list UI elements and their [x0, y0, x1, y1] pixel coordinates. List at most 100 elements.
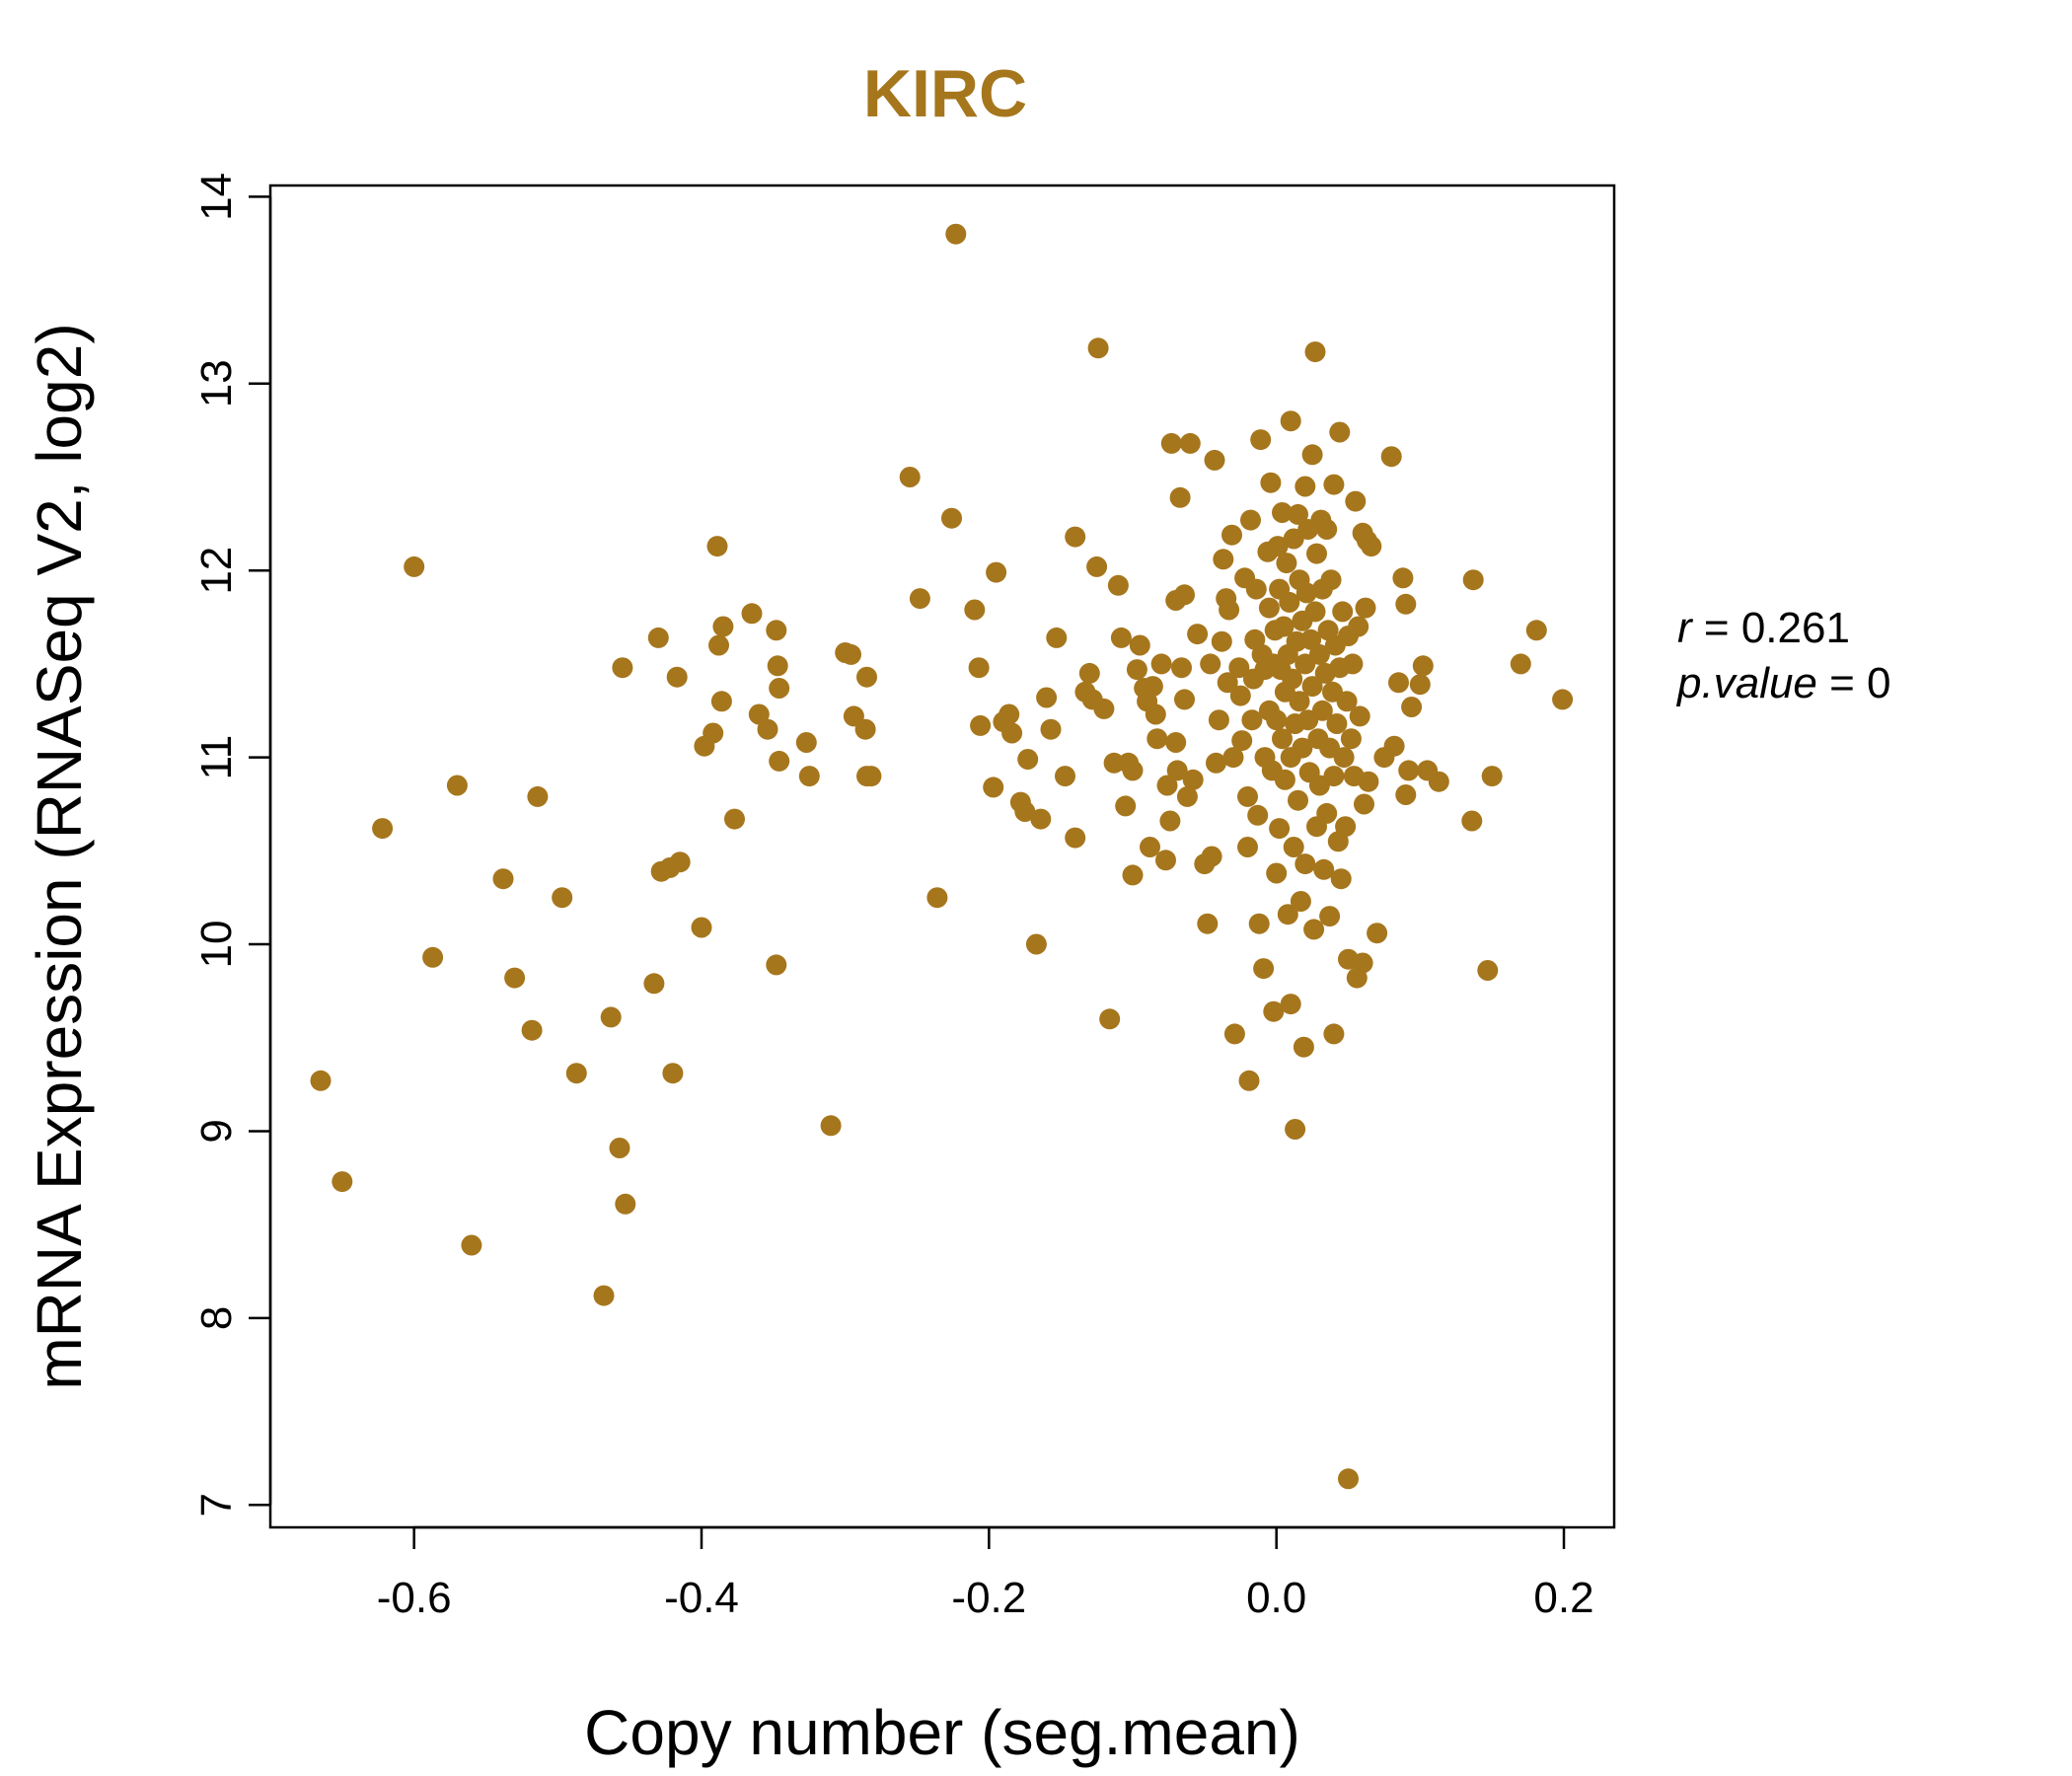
data-point [1103, 752, 1125, 774]
data-point [1086, 555, 1108, 577]
data-point [1263, 1000, 1285, 1022]
data-point [1221, 524, 1242, 546]
data-point [527, 785, 549, 807]
data-point [1040, 718, 1062, 740]
data-point [1272, 728, 1293, 750]
data-point [748, 703, 770, 725]
data-point [1280, 410, 1301, 432]
data-point [1065, 827, 1086, 849]
data-point [1308, 643, 1330, 665]
data-point [1222, 747, 1244, 769]
data-point [1140, 837, 1160, 857]
data-point [1122, 760, 1144, 781]
data-point [1174, 689, 1195, 710]
data-point [1301, 676, 1323, 698]
data-point [691, 917, 712, 938]
data-point [1217, 672, 1238, 694]
data-point [1115, 795, 1137, 817]
data-point [1229, 685, 1251, 706]
data-point [643, 973, 665, 995]
data-point [422, 946, 444, 968]
x-tick-label: 0.0 [1246, 1574, 1306, 1622]
data-point [1293, 1036, 1314, 1058]
data-point [1304, 341, 1326, 363]
data-point [1247, 804, 1269, 826]
data-point [1288, 503, 1308, 525]
data-point [662, 1063, 684, 1084]
data-point [1159, 810, 1181, 832]
data-point [1160, 432, 1182, 454]
data-point [1208, 709, 1229, 731]
data-point [1301, 444, 1323, 466]
data-point [1267, 536, 1289, 557]
data-point [1099, 1008, 1121, 1030]
data-point [1340, 728, 1362, 750]
data-point [964, 599, 986, 621]
y-axis: 7 8 9 10 11 12 13 14 [192, 173, 272, 1517]
data-point [647, 627, 669, 648]
data-point [1283, 837, 1304, 857]
data-point [1231, 730, 1253, 752]
data-point [1187, 624, 1209, 645]
data-point [1326, 713, 1348, 734]
y-axis-label: mRNA Expression (RNASeq V2, log2) [24, 323, 95, 1389]
data-point [332, 1171, 353, 1193]
data-point [609, 1138, 630, 1158]
data-point [669, 851, 691, 873]
data-point [741, 603, 763, 625]
data-point [1319, 906, 1341, 927]
data-point [1266, 862, 1288, 884]
data-point [1174, 584, 1195, 606]
data-point [854, 718, 876, 740]
data-point [1342, 653, 1364, 675]
data-point [1303, 919, 1325, 940]
x-axis-label: Copy number (seg.mean) [584, 1697, 1300, 1768]
data-point [1395, 784, 1417, 805]
data-point [1412, 655, 1434, 677]
data-point [1401, 697, 1423, 717]
data-point [1145, 703, 1166, 725]
data-point [492, 868, 514, 890]
correlation-p: p.value = 0 [1677, 659, 1891, 708]
data-point [1169, 486, 1191, 508]
data-point [1332, 601, 1354, 623]
data-point [1122, 864, 1144, 886]
data-point [926, 887, 948, 909]
plot-frame [268, 184, 1616, 1529]
data-point [1383, 735, 1405, 757]
data-point [404, 555, 425, 577]
data-point [1017, 749, 1039, 770]
correlation-r: r = 0.261 [1677, 604, 1850, 653]
data-point [372, 818, 394, 840]
data-point [1274, 769, 1295, 790]
x-tick-label: -0.4 [664, 1574, 739, 1622]
data-point [1510, 653, 1531, 675]
y-tick-label: 8 [192, 1306, 241, 1330]
data-point [706, 536, 728, 557]
data-point [766, 620, 787, 641]
data-point [1333, 747, 1355, 769]
data-point [1126, 659, 1147, 681]
data-point [708, 634, 729, 656]
data-point [1036, 687, 1058, 708]
data-point [565, 1063, 587, 1084]
x-axis: -0.6 -0.4 -0.2 0.0 0.2 [377, 1525, 1594, 1622]
data-point [615, 1193, 636, 1215]
data-point [1171, 657, 1192, 679]
x-tick-label: -0.2 [951, 1574, 1026, 1622]
data-point [1320, 569, 1342, 591]
y-tick-label: 11 [192, 735, 241, 780]
data-point [1165, 732, 1187, 753]
data-points [310, 223, 1574, 1490]
data-point [1055, 766, 1075, 787]
data-point [860, 766, 882, 787]
data-point [970, 714, 992, 736]
data-point [757, 718, 778, 740]
y-tick-label: 12 [192, 547, 241, 595]
data-point [769, 678, 790, 699]
data-point [1349, 705, 1370, 727]
y-tick-label: 13 [192, 359, 241, 407]
data-point [1046, 627, 1068, 648]
data-point [856, 666, 877, 688]
